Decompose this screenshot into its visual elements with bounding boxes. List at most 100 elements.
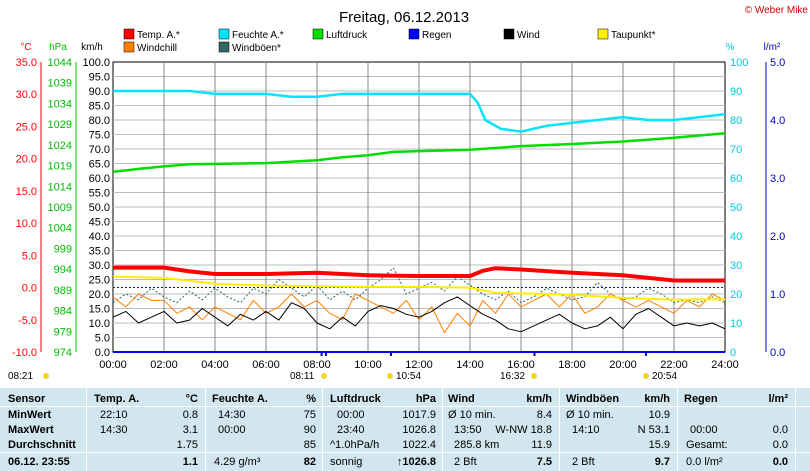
sun-event-label: 20:54 [652, 371, 677, 382]
hdr-wind: Wind [448, 393, 475, 405]
x-tick-label: 06:00 [252, 359, 280, 371]
legend-label: Windchill [137, 43, 177, 54]
x-tick-label: 20:00 [609, 359, 637, 371]
wind-tick-label: 55.0 [89, 188, 110, 200]
table-column-separator [442, 388, 443, 471]
rain-tick-label: 5.0 [770, 57, 785, 69]
rain-tick-label: 0.0 [770, 347, 785, 359]
max-gust-time: 14:10 [572, 424, 600, 436]
max-rain-value: 0.0 [772, 424, 788, 436]
legend-label: Windböen* [232, 43, 281, 54]
hdr-humidity-unit: % [306, 393, 316, 405]
humidity-tick-label: 100 [730, 57, 748, 69]
legend-label: Temp. A.* [137, 30, 180, 41]
wind-tick-label: 0.0 [95, 347, 110, 359]
sun-event-label: 10:54 [396, 371, 421, 382]
sun-icon [387, 373, 393, 379]
min-hum-time: 14:30 [218, 409, 246, 421]
rain-unit-label: l/m² [764, 42, 781, 53]
pressure-tick-label: 974 [54, 347, 72, 359]
humidity-tick-label: 40 [730, 231, 742, 243]
legend-swatch [123, 28, 135, 40]
current-temp-value: 1.1 [182, 456, 198, 468]
temp-tick-label: 30.0 [16, 89, 37, 101]
wind-tick-label: 10.0 [89, 318, 110, 330]
pressure-tick-label: 994 [54, 264, 72, 276]
x-tick-label: 02:00 [150, 359, 178, 371]
series-line-luftdruck [112, 132, 726, 174]
sun-event-label: 08:11 [290, 371, 315, 382]
avg-gust-value: 15.9 [648, 439, 670, 451]
wind-tick-label: 90.0 [89, 86, 110, 98]
sun-icon [321, 373, 327, 379]
table-column-separator [322, 388, 323, 471]
rain-tick-label: 1.0 [770, 289, 785, 301]
wind-tick-label: 65.0 [89, 159, 110, 171]
pressure-tick-label: 1034 [48, 98, 72, 110]
chart-title: Freitag, 06.12.2013 [339, 9, 469, 26]
min-hum-value: 75 [303, 409, 316, 421]
current-hum-value: 82 [303, 456, 316, 468]
humidity-unit-label: % [726, 42, 735, 53]
wind-tick-label: 15.0 [89, 304, 110, 316]
wind-tick-label: 85.0 [89, 101, 110, 113]
wind-tick-label: 60.0 [89, 173, 110, 185]
rain-total-label: Gesamt: [686, 439, 728, 451]
temp-tick-label: 10.0 [16, 218, 37, 230]
row-min-label: MinWert [8, 409, 52, 421]
table-divider [0, 406, 810, 407]
legend-swatch [218, 41, 230, 53]
avg-pres-trend: ^1.0hPa/h [330, 439, 380, 451]
legend-swatch [408, 28, 420, 40]
pressure-tick-label: 1044 [48, 57, 72, 69]
humidity-tick-label: 50 [730, 202, 742, 214]
series-line-feuchte-a [113, 89, 726, 133]
x-tick-label: 10:00 [354, 359, 382, 371]
pressure-tick-label: 1029 [48, 119, 72, 131]
legend-swatch [218, 28, 230, 40]
series-line-temp-a [113, 265, 725, 283]
min-gust-label: Ø 10 min. [566, 409, 614, 421]
grid [112, 61, 726, 353]
max-pres-value: 1026.8 [402, 424, 436, 436]
legend-label: Regen [422, 30, 451, 41]
hdr-sensor: Sensor [8, 393, 46, 405]
legend: Temp. A.* Feuchte A.* Luftdruck Regen Wind Ta… [123, 28, 656, 54]
min-temp-time: 22:10 [100, 409, 128, 421]
x-tick-label: 12:00 [405, 359, 433, 371]
wind-tick-label: 5.0 [95, 333, 110, 345]
wind-tick-label: 80.0 [89, 115, 110, 127]
legend-swatch [123, 41, 135, 53]
pressure-tick-label: 999 [54, 243, 72, 255]
hdr-temp-unit: °C [185, 393, 198, 405]
table-column-separator [795, 388, 796, 471]
axis-unit-labels: °C hPa km/h% l/m² [20, 42, 781, 53]
humidity-tick-label: 20 [730, 289, 742, 301]
max-hum-value: 90 [303, 424, 316, 436]
max-rain-time: 00:00 [690, 424, 718, 436]
min-pres-value: 1017.9 [402, 409, 436, 421]
temp-tick-label: 25.0 [16, 121, 37, 133]
series-line-taupunkt [112, 275, 726, 301]
axes: 35.0 30.0 25.0 20.0 15.0 10.0 5.0 0.0 -5.0 -10.0 1… [12, 57, 785, 371]
sun-icon [531, 373, 537, 379]
wind-tick-label: 70.0 [89, 144, 110, 156]
avg-pres-value: 1022.4 [402, 439, 436, 451]
sun-events: 08:21 08:11 10:54 16:32 20:54 [8, 352, 677, 382]
table-divider [0, 452, 810, 453]
hdr-gust: Windböen [566, 393, 620, 405]
wind-distance: 285.8 km [454, 439, 500, 451]
pressure-tick-label: 1024 [48, 140, 72, 152]
temp-tick-label: 35.0 [16, 57, 37, 69]
legend-label: Taupunkt* [611, 30, 656, 41]
current-wind-value: 7.5 [536, 456, 552, 468]
legend-swatch [503, 28, 515, 40]
summary-table: Sensor Temp. A. °C Feuchte A. % Luftdruc… [0, 388, 810, 471]
table-column-separator [559, 388, 560, 471]
max-wind-value: W-NW 18.8 [495, 424, 552, 436]
humidity-tick-label: 30 [730, 260, 742, 272]
copyright-text: © Weber Mike [745, 5, 809, 16]
wind-tick-label: 20.0 [89, 289, 110, 301]
current-weather: sonnig [330, 456, 363, 468]
temp-tick-label: -5.0 [18, 315, 37, 327]
